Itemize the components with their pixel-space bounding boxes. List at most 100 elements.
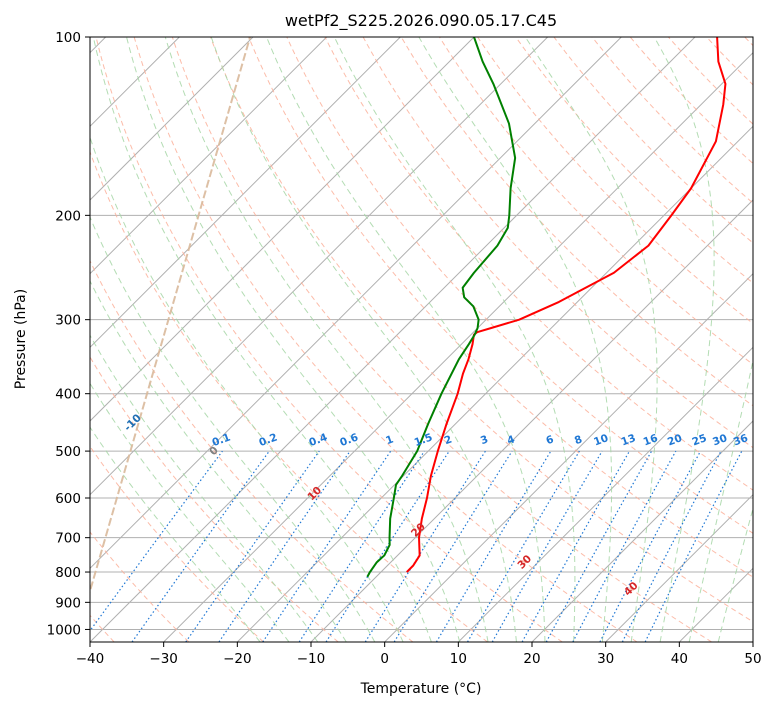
dry-adiabat-line xyxy=(133,37,638,642)
mixing-ratio-label: 36 xyxy=(732,432,750,448)
chart-title: wetPf2_S225.2026.090.05.17.C45 xyxy=(285,11,557,31)
isotherm-line xyxy=(163,51,753,642)
dry-adiabat-line xyxy=(171,37,712,642)
isobars xyxy=(90,37,753,630)
mixing-ratio-label: 0.6 xyxy=(338,431,360,449)
x-tick-label: 20 xyxy=(523,651,540,667)
dry-adiabat-line xyxy=(90,150,488,642)
dry-adiabat-line xyxy=(591,37,753,204)
mixing-ratio-line xyxy=(218,450,351,642)
x-axis: −40 −30 −20 −10 0 10 20 30 40 50 xyxy=(76,642,762,667)
y-tick-label: 500 xyxy=(55,444,81,460)
isotherm-line xyxy=(90,37,549,496)
line-labels: -100-90-80-70-60-50-40-30-20-10010203040… xyxy=(122,412,750,599)
y-axis-label: Pressure (hPa) xyxy=(13,289,29,389)
dry-adiabats xyxy=(90,37,753,642)
moist-adiabat-line xyxy=(90,135,404,642)
mixing-ratio-line xyxy=(545,450,653,642)
x-axis-label: Temperature (°C) xyxy=(360,681,482,697)
mixing-ratio-line xyxy=(521,450,631,642)
mixing-ratio-label: 25 xyxy=(691,432,709,448)
mixing-ratio-line xyxy=(572,450,677,642)
moist-adiabat-line xyxy=(418,37,613,642)
mixing-ratio-line xyxy=(325,450,450,642)
y-tick-label: 400 xyxy=(55,387,81,403)
moist-adiabat-line xyxy=(90,426,261,642)
mixing-ratio-label: 16 xyxy=(642,432,660,448)
mixing-ratio-label: 1 xyxy=(384,433,395,447)
isotherm-line xyxy=(236,125,753,642)
dry-adiabat-line xyxy=(90,259,414,642)
isotherm-line xyxy=(384,272,753,642)
x-tick-label: 0 xyxy=(380,651,389,667)
isotherm-line xyxy=(605,493,753,642)
isotherm-line xyxy=(90,37,622,570)
isotherm-line xyxy=(457,346,753,642)
moist-adiabat-line xyxy=(126,37,461,642)
y-tick-label: 200 xyxy=(55,208,81,224)
mixing-ratio-label: 2 xyxy=(443,433,454,447)
mixing-ratio-label: 13 xyxy=(620,432,638,448)
plot-area: -100-90-80-70-60-50-40-30-20-10010203040… xyxy=(90,37,753,642)
y-tick-label: 900 xyxy=(55,595,81,611)
mixing-ratio-label: 30 xyxy=(711,432,729,448)
mixing-ratio-label: 6 xyxy=(544,433,555,447)
mixing-ratio-line xyxy=(435,450,552,642)
x-tick-label: −40 xyxy=(76,651,105,667)
isotherm-line xyxy=(90,37,401,349)
x-tick-label: 40 xyxy=(671,651,688,667)
mixing-ratio-line xyxy=(185,450,320,642)
dry-adiabat-line xyxy=(210,37,753,623)
dry-adiabat-line xyxy=(629,37,753,165)
mixing-ratio-line xyxy=(466,450,580,642)
moist-adiabat-line xyxy=(92,37,432,642)
mixing-ratio-label: 8 xyxy=(573,433,584,447)
moist-adiabat-line xyxy=(333,37,576,642)
dry-adiabat-line xyxy=(248,37,753,578)
moist-adiabat-line xyxy=(524,37,658,642)
mixing-ratio-line xyxy=(491,450,603,642)
isotherm-line xyxy=(90,37,254,201)
x-tick-label: −20 xyxy=(223,651,252,667)
y-tick-label: 300 xyxy=(55,313,81,329)
mixing-ratio-line xyxy=(131,450,270,642)
moist-adiabat-line xyxy=(717,506,753,642)
dry-adiabat-line xyxy=(90,356,339,642)
isotherm-line xyxy=(531,420,753,642)
mixing-ratio-label: 1.5 xyxy=(413,431,435,449)
isotherm-line xyxy=(90,37,475,422)
y-tick-label: 600 xyxy=(55,491,81,507)
mixing-ratio-label: 10 xyxy=(592,432,610,448)
dry-adiabat-line xyxy=(400,37,753,407)
freezing-level-curve xyxy=(90,37,252,595)
mixing-ratio-label: 20 xyxy=(666,432,684,448)
dry-adiabat-line xyxy=(362,37,753,449)
mixing-ratio-label: 0.4 xyxy=(307,431,329,449)
moist-adiabat-line xyxy=(688,358,753,642)
mixing-ratio-label: 4 xyxy=(506,433,517,447)
moist-adiabat-line xyxy=(90,334,319,642)
y-axis: 100 200 300 400 500 600 700 800 900 1000 xyxy=(47,30,90,638)
moist-adiabat-line xyxy=(90,215,376,642)
y-tick-label: 700 xyxy=(55,531,81,547)
x-tick-label: 10 xyxy=(450,651,467,667)
y-tick-label: 100 xyxy=(55,30,81,46)
x-tick-label: 50 xyxy=(744,651,761,667)
freezing-curve xyxy=(90,37,252,595)
dry-adiabat-line xyxy=(90,531,190,642)
mixing-ratio-label: 0.2 xyxy=(257,431,279,449)
dry-adiabat-line xyxy=(95,37,563,642)
moist-adiabat-line xyxy=(164,37,489,642)
plot-frame xyxy=(89,36,754,643)
profile-series xyxy=(366,37,727,578)
mixing-ratio-label: 3 xyxy=(479,433,490,447)
y-tick-label: 800 xyxy=(55,565,81,581)
x-tick-label: 30 xyxy=(597,651,614,667)
mixing-ratio-line xyxy=(393,450,513,642)
moist-adiabat-line xyxy=(210,37,517,642)
mixing-ratio-line xyxy=(364,450,486,642)
isotherm-line xyxy=(90,37,696,642)
isotherm-line xyxy=(90,37,328,275)
mixing-ratio-label: 0.1 xyxy=(211,431,233,449)
